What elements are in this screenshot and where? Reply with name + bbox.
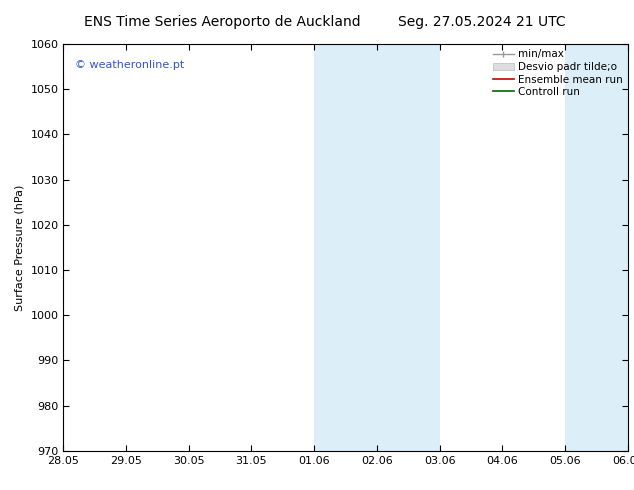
Bar [314,44,439,451]
Text: © weatheronline.pt: © weatheronline.pt [75,60,184,71]
Text: Seg. 27.05.2024 21 UTC: Seg. 27.05.2024 21 UTC [398,15,566,29]
Legend: min/max, Desvio padr tilde;o, Ensemble mean run, Controll run: min/max, Desvio padr tilde;o, Ensemble m… [491,47,624,99]
Text: ENS Time Series Aeroporto de Auckland: ENS Time Series Aeroporto de Auckland [84,15,360,29]
Y-axis label: Surface Pressure (hPa): Surface Pressure (hPa) [15,184,25,311]
Bar [565,44,628,451]
